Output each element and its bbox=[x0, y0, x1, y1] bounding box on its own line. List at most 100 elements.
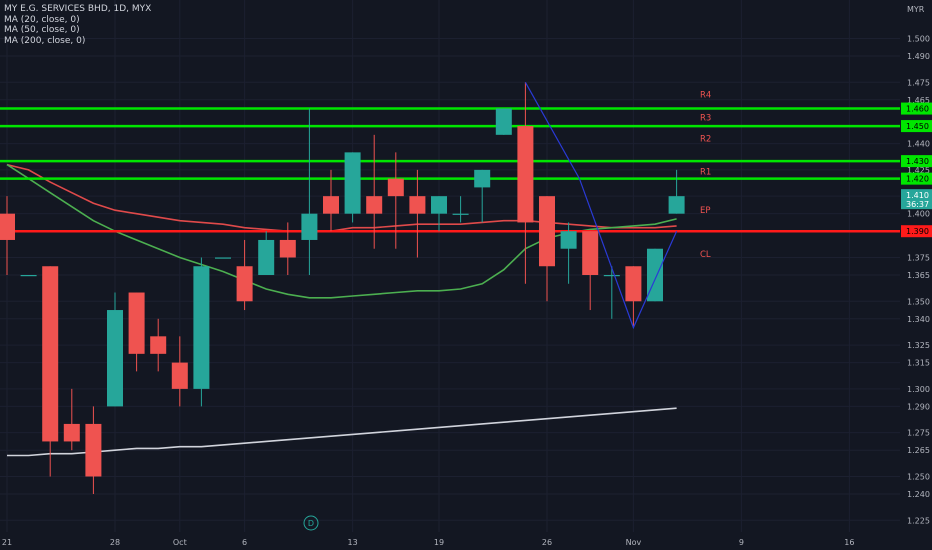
level-label-EP: EP bbox=[700, 206, 711, 216]
candle-body bbox=[431, 196, 447, 214]
candle-body bbox=[215, 257, 231, 259]
candle-body bbox=[647, 248, 663, 302]
candle-body bbox=[128, 292, 145, 354]
level-tag-bg bbox=[901, 172, 932, 185]
candles bbox=[0, 82, 685, 494]
x-tick-label: 6 bbox=[242, 538, 247, 547]
event-marker[interactable]: D bbox=[303, 515, 319, 531]
candle-body bbox=[258, 239, 275, 275]
level-tag-bg bbox=[901, 155, 932, 168]
level-tag-text: 1.430 bbox=[906, 157, 929, 166]
event-marker-label: D bbox=[308, 519, 314, 528]
ma20-line bbox=[6, 163, 677, 232]
level-tag-text: 1.390 bbox=[906, 227, 929, 236]
x-tick-label: 9 bbox=[739, 538, 744, 547]
candle-body bbox=[42, 266, 59, 442]
x-tick-label: Nov bbox=[626, 538, 642, 547]
level-tag-text: 1.460 bbox=[906, 105, 929, 114]
y-tick-label: 1.300 bbox=[907, 385, 930, 394]
y-tick-label: 1.475 bbox=[907, 78, 930, 87]
x-tick-label: 19 bbox=[434, 538, 444, 547]
ma20-legend[interactable]: MA (20, close, 0) bbox=[4, 14, 80, 25]
y-tick-label: 1.375 bbox=[907, 253, 930, 262]
levels: R4 R3 R2 R1 EP CL bbox=[0, 91, 900, 260]
candle-body bbox=[236, 266, 253, 302]
x-tick-label: 21 bbox=[2, 538, 12, 547]
level-label-R4: R4 bbox=[700, 91, 711, 101]
ma200-legend[interactable]: MA (200, close, 0) bbox=[4, 35, 86, 46]
level-tag-text: 1.420 bbox=[906, 175, 929, 184]
y-tick-label: 1.465 bbox=[907, 96, 930, 105]
candle-body bbox=[85, 423, 102, 477]
ma20-series bbox=[6, 163, 677, 232]
x-tick-label: 13 bbox=[348, 538, 358, 547]
candle-body bbox=[301, 213, 318, 240]
level-label-CL: CL bbox=[700, 250, 711, 260]
candle-body bbox=[63, 423, 80, 442]
level-label-R3: R3 bbox=[700, 113, 711, 123]
ma200-line bbox=[7, 407, 677, 457]
candle-body bbox=[0, 213, 15, 240]
dividend-marker-icon[interactable] bbox=[303, 515, 319, 531]
time-axis[interactable]: 21 28 Oct 6 13 19 26 Nov 9 16 bbox=[2, 538, 855, 547]
candle-body bbox=[517, 126, 534, 223]
y-tick-label: 1.350 bbox=[907, 297, 930, 306]
level-tag-bg bbox=[901, 225, 932, 238]
y-tick-label: 1.225 bbox=[907, 516, 930, 525]
y-tick-label: 1.265 bbox=[907, 446, 930, 455]
ma50-legend[interactable]: MA (50, close, 0) bbox=[4, 25, 80, 35]
candle-body bbox=[474, 169, 491, 188]
y-tick-label: 1.240 bbox=[907, 490, 930, 499]
y-tick-label: 1.315 bbox=[907, 359, 930, 368]
trend-line bbox=[524, 82, 678, 330]
y-tick-label: 1.325 bbox=[907, 341, 930, 350]
candle-body bbox=[560, 231, 577, 249]
y-tick-label: 1.290 bbox=[907, 402, 930, 411]
y-tick-label: 1.250 bbox=[907, 472, 930, 481]
candle-body bbox=[625, 266, 642, 302]
candle-body bbox=[20, 275, 37, 277]
y-tick-label: 1.440 bbox=[907, 140, 930, 149]
candle-body bbox=[344, 152, 361, 214]
candle-body bbox=[409, 196, 426, 214]
x-tick-label: 16 bbox=[844, 538, 854, 547]
candle-body bbox=[366, 196, 383, 214]
x-tick-label: 26 bbox=[542, 538, 552, 547]
price-axis[interactable]: 1.500 1.490 1.475 1.465 1.450 1.440 1.425 1.410… bbox=[907, 5, 930, 525]
symbol-title[interactable]: MY E.G. SERVICES BHD, 1D, MYX bbox=[4, 4, 152, 14]
level-tag-bg bbox=[901, 120, 932, 133]
x-tick-label: Oct bbox=[173, 538, 187, 547]
last-price-tag-bg bbox=[901, 189, 932, 210]
candle-body bbox=[539, 196, 555, 267]
level-tag-bg bbox=[901, 102, 932, 115]
y-tick-label: 1.500 bbox=[907, 34, 930, 43]
candle-body bbox=[279, 239, 296, 258]
candle-body bbox=[603, 275, 620, 277]
y-tick-label: 1.340 bbox=[907, 315, 930, 324]
countdown-text: 36:37 bbox=[906, 200, 929, 209]
grid bbox=[0, 0, 900, 532]
candle-body bbox=[193, 266, 210, 389]
y-tick-label: 1.365 bbox=[907, 271, 930, 280]
y-tick-label: 1.425 bbox=[907, 166, 930, 175]
ma200-series bbox=[7, 407, 677, 457]
level-label-R2: R2 bbox=[700, 134, 711, 144]
candle-body bbox=[107, 310, 123, 407]
currency-label: MYR bbox=[907, 5, 925, 14]
candle-body bbox=[323, 196, 339, 214]
candle-body bbox=[150, 336, 167, 354]
candle-body bbox=[582, 231, 599, 275]
level-label-R1: R1 bbox=[700, 168, 711, 178]
candle-body bbox=[495, 108, 512, 135]
candle-body bbox=[171, 362, 188, 389]
candle-body bbox=[387, 178, 404, 197]
candle-body bbox=[452, 213, 469, 215]
last-price-text: 1.410 bbox=[906, 191, 929, 200]
trend-polyline bbox=[524, 82, 678, 330]
level-tag-text: 1.450 bbox=[906, 122, 929, 131]
legend: MY E.G. SERVICES BHD, 1D, MYX MA (20, cl… bbox=[4, 4, 151, 46]
candle-body bbox=[668, 196, 685, 214]
